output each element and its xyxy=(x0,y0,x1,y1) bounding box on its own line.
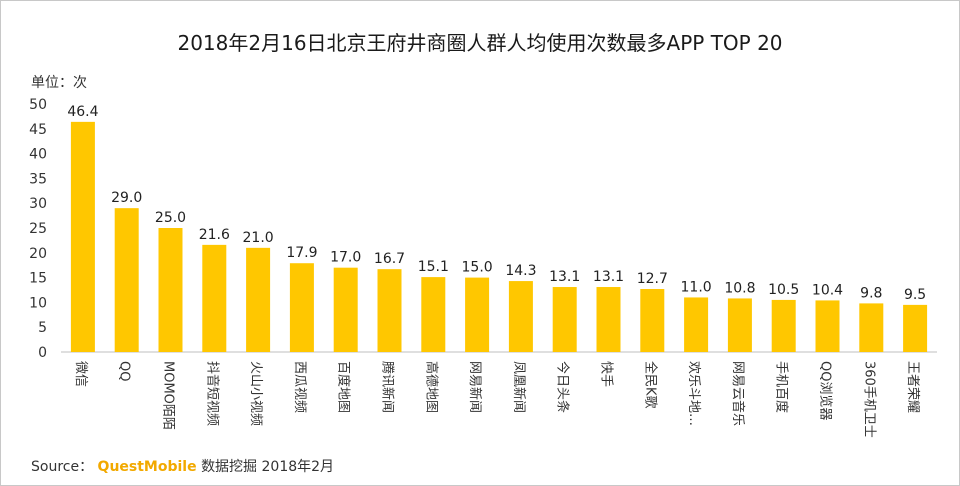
value-label: 15.0 xyxy=(462,260,493,276)
y-tick-label: 5 xyxy=(38,320,47,336)
value-label: 15.1 xyxy=(418,259,449,275)
bar xyxy=(859,303,884,352)
category-label: 今日头条 xyxy=(555,361,571,413)
category-label: 高德地图 xyxy=(423,361,439,413)
source-prefix: Source： xyxy=(31,459,94,475)
category-label: QQ xyxy=(117,361,132,381)
bars xyxy=(70,121,928,352)
value-label: 10.8 xyxy=(724,280,755,296)
bar xyxy=(70,121,95,352)
y-tick-label: 30 xyxy=(29,196,47,212)
value-label: 11.0 xyxy=(681,279,712,295)
bar xyxy=(421,277,446,352)
category-label: 王者荣耀 xyxy=(905,361,920,413)
value-label: 13.1 xyxy=(593,269,624,285)
category-label: 欢乐斗地… xyxy=(686,361,701,426)
category-label: 网易云音乐 xyxy=(730,361,746,426)
value-label: 17.0 xyxy=(330,250,361,266)
value-label: 17.9 xyxy=(286,245,317,261)
y-tick-label: 20 xyxy=(29,246,47,262)
bar xyxy=(508,281,533,352)
value-label: 21.0 xyxy=(243,230,274,246)
bar xyxy=(158,228,183,352)
y-tick-label: 40 xyxy=(29,147,47,163)
bar xyxy=(377,269,402,352)
y-axis-ticks: 0 5 10 15 20 25 30 35 40 45 50 xyxy=(29,97,47,361)
value-label: 9.5 xyxy=(904,287,926,303)
value-label: 16.7 xyxy=(374,251,405,267)
bar xyxy=(640,289,665,352)
category-label: 凤凰新闻 xyxy=(511,361,527,413)
bar xyxy=(333,267,358,352)
category-label: 360手机卫士 xyxy=(861,361,876,438)
bar xyxy=(202,244,227,352)
value-label: 46.4 xyxy=(67,104,98,120)
bar xyxy=(596,287,621,352)
category-label: QQ浏览器 xyxy=(818,361,834,420)
value-labels: 46.4 29.0 25.0 21.6 21.0 17.9 17.0 16.7 15.1 15.0… xyxy=(67,104,926,303)
category-label: 微信 xyxy=(73,361,88,387)
category-labels: 微信 QQ MOMO陌陌 抖音短视频 火山小视频 西瓜视频 百度地图 腾讯新闻 高德地图 网易新闻… xyxy=(73,361,920,438)
y-tick-label: 10 xyxy=(29,295,47,311)
category-label: 手机百度 xyxy=(774,361,790,413)
y-tick-label: 25 xyxy=(29,221,47,237)
bar xyxy=(771,299,796,352)
category-label: 腾讯新闻 xyxy=(380,361,396,413)
category-label: 火山小视频 xyxy=(248,361,263,426)
value-label: 12.7 xyxy=(637,271,668,287)
bar xyxy=(815,300,840,352)
bar xyxy=(246,247,271,352)
category-label: 抖音短视频 xyxy=(204,361,220,426)
bar xyxy=(903,304,928,352)
value-label: 10.5 xyxy=(768,282,799,298)
value-label: 13.1 xyxy=(549,269,580,285)
bar xyxy=(114,208,139,352)
value-label: 29.0 xyxy=(111,190,142,206)
value-label: 10.4 xyxy=(812,282,843,298)
y-tick-label: 35 xyxy=(29,171,47,187)
category-label: MOMO陌陌 xyxy=(161,361,176,430)
bar xyxy=(289,263,314,352)
category-label: 网易新闻 xyxy=(467,361,483,413)
unit-label: 单位：次 xyxy=(31,75,87,91)
category-label: 百度地图 xyxy=(336,361,352,413)
bar xyxy=(465,277,490,352)
category-label: 全民K歌 xyxy=(642,361,658,409)
y-tick-label: 50 xyxy=(29,97,47,113)
bar xyxy=(552,287,577,352)
value-label: 9.8 xyxy=(860,285,882,301)
source-suffix: 数据挖掘 2018年2月 xyxy=(201,459,335,475)
category-label: 快手 xyxy=(599,361,614,387)
chart-title: 2018年2月16日北京王府井商圈人群人均使用次数最多APP TOP 20 xyxy=(177,31,783,55)
category-label: 西瓜视频 xyxy=(292,361,307,413)
source-brand: QuestMobile xyxy=(97,459,197,475)
source-line: Source： QuestMobile 数据挖掘 2018年2月 xyxy=(31,456,334,476)
y-tick-label: 0 xyxy=(38,345,47,361)
value-label: 14.3 xyxy=(505,263,536,279)
value-label: 21.6 xyxy=(199,227,230,243)
value-label: 25.0 xyxy=(155,210,186,226)
bar xyxy=(684,297,709,352)
y-tick-label: 45 xyxy=(29,122,47,138)
y-tick-label: 15 xyxy=(29,271,47,287)
bar xyxy=(727,298,752,352)
